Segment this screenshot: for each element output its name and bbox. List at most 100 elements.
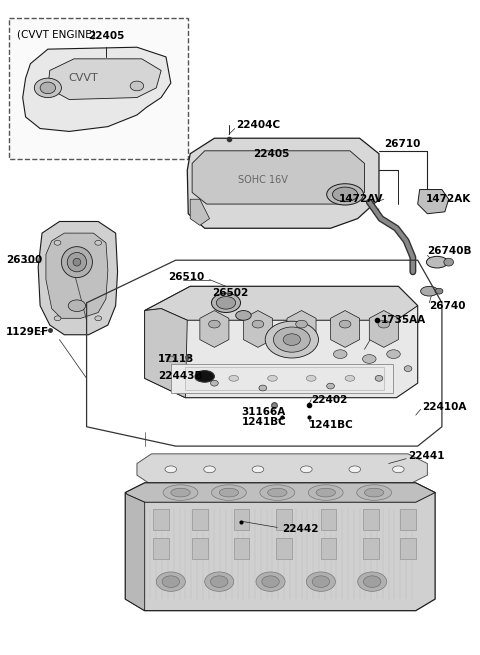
- Ellipse shape: [204, 466, 216, 473]
- Polygon shape: [125, 493, 144, 610]
- Ellipse shape: [61, 247, 92, 278]
- Ellipse shape: [204, 572, 234, 591]
- Ellipse shape: [171, 488, 190, 497]
- Ellipse shape: [209, 320, 220, 328]
- Ellipse shape: [362, 354, 376, 364]
- Ellipse shape: [283, 334, 300, 345]
- Ellipse shape: [130, 81, 144, 91]
- Text: 26710: 26710: [384, 139, 420, 149]
- Ellipse shape: [349, 466, 360, 473]
- FancyBboxPatch shape: [9, 18, 188, 159]
- Text: 22441: 22441: [408, 451, 444, 460]
- Polygon shape: [125, 483, 435, 610]
- Bar: [363, 509, 379, 531]
- Text: 26740B: 26740B: [427, 246, 472, 255]
- Polygon shape: [287, 310, 316, 347]
- Polygon shape: [23, 47, 171, 132]
- Ellipse shape: [219, 488, 239, 497]
- Ellipse shape: [316, 488, 336, 497]
- Ellipse shape: [54, 240, 61, 245]
- Text: 31166A: 31166A: [241, 407, 286, 417]
- Ellipse shape: [312, 576, 330, 588]
- Text: 26740: 26740: [429, 301, 466, 310]
- Polygon shape: [38, 221, 118, 335]
- Bar: [234, 509, 249, 531]
- Ellipse shape: [265, 321, 318, 358]
- Ellipse shape: [162, 576, 180, 588]
- Polygon shape: [418, 189, 449, 214]
- Ellipse shape: [259, 385, 267, 391]
- Polygon shape: [137, 454, 427, 485]
- Text: 1472AV: 1472AV: [338, 195, 383, 204]
- Ellipse shape: [165, 466, 177, 473]
- Bar: [363, 538, 379, 559]
- Ellipse shape: [393, 466, 404, 473]
- Ellipse shape: [327, 383, 335, 389]
- Bar: [154, 509, 169, 531]
- Text: 22443B: 22443B: [158, 371, 203, 381]
- Text: 26502: 26502: [213, 288, 249, 298]
- Text: 1129EF: 1129EF: [6, 327, 49, 337]
- Text: 22402: 22402: [311, 394, 348, 405]
- Polygon shape: [200, 310, 229, 347]
- Polygon shape: [48, 59, 161, 100]
- Ellipse shape: [252, 320, 264, 328]
- Text: 22404C: 22404C: [236, 120, 280, 130]
- Ellipse shape: [68, 300, 85, 312]
- Text: (CVVT ENGINE): (CVVT ENGINE): [17, 29, 96, 40]
- Ellipse shape: [300, 466, 312, 473]
- Polygon shape: [243, 310, 273, 347]
- Ellipse shape: [212, 485, 246, 500]
- Ellipse shape: [73, 258, 81, 266]
- Ellipse shape: [95, 240, 102, 245]
- Bar: [276, 509, 292, 531]
- Ellipse shape: [345, 375, 355, 381]
- Ellipse shape: [274, 327, 310, 352]
- Ellipse shape: [95, 316, 102, 321]
- Ellipse shape: [229, 375, 239, 381]
- Text: 1241BC: 1241BC: [309, 420, 354, 430]
- Bar: [192, 538, 208, 559]
- Ellipse shape: [163, 485, 198, 500]
- Ellipse shape: [420, 286, 438, 296]
- Polygon shape: [331, 310, 360, 347]
- Ellipse shape: [236, 310, 251, 320]
- Polygon shape: [192, 151, 364, 204]
- Bar: [400, 538, 416, 559]
- Text: 1241BC: 1241BC: [241, 417, 286, 427]
- Bar: [234, 538, 249, 559]
- Polygon shape: [144, 286, 418, 398]
- Bar: [321, 509, 336, 531]
- Ellipse shape: [306, 375, 316, 381]
- Ellipse shape: [260, 485, 295, 500]
- Ellipse shape: [334, 350, 347, 358]
- Text: 22442: 22442: [282, 525, 319, 534]
- Ellipse shape: [252, 466, 264, 473]
- Polygon shape: [125, 483, 435, 502]
- Ellipse shape: [378, 320, 390, 328]
- Bar: [154, 538, 169, 559]
- Ellipse shape: [375, 375, 383, 381]
- Text: 1472AK: 1472AK: [425, 195, 471, 204]
- Ellipse shape: [211, 381, 218, 386]
- Ellipse shape: [327, 183, 363, 205]
- Text: 26300: 26300: [6, 255, 42, 265]
- Ellipse shape: [306, 572, 336, 591]
- Ellipse shape: [357, 485, 392, 500]
- Ellipse shape: [54, 316, 61, 321]
- Bar: [321, 538, 336, 559]
- Ellipse shape: [363, 576, 381, 588]
- Ellipse shape: [216, 297, 236, 309]
- Polygon shape: [144, 286, 418, 320]
- Bar: [400, 509, 416, 531]
- Text: SOHC 16V: SOHC 16V: [238, 175, 288, 185]
- Ellipse shape: [308, 485, 343, 500]
- Ellipse shape: [211, 576, 228, 588]
- Ellipse shape: [404, 365, 412, 371]
- Ellipse shape: [195, 371, 215, 383]
- Bar: [276, 538, 292, 559]
- Ellipse shape: [256, 572, 285, 591]
- Ellipse shape: [167, 356, 175, 362]
- Polygon shape: [187, 138, 379, 228]
- Ellipse shape: [156, 572, 185, 591]
